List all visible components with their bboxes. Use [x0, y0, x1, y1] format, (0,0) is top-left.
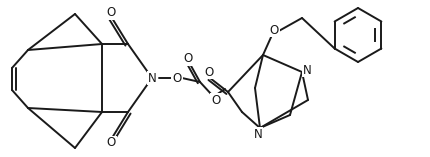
Text: N: N	[254, 127, 262, 141]
Text: O: O	[183, 52, 193, 65]
Text: N: N	[303, 63, 311, 76]
Text: O: O	[106, 136, 116, 149]
Text: N: N	[147, 71, 157, 84]
Text: O: O	[204, 65, 214, 78]
Text: O: O	[172, 71, 181, 84]
Text: O: O	[269, 24, 279, 36]
Text: O: O	[212, 94, 221, 106]
Text: O: O	[106, 6, 116, 19]
